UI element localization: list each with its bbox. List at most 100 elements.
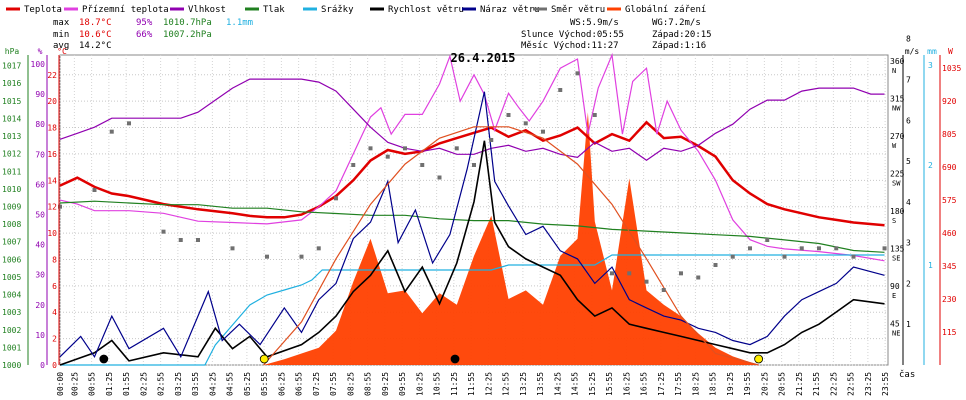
axis-tick-hpa: 1015: [2, 97, 21, 106]
stat-max-hum: 95%: [136, 18, 153, 28]
stat-max-temp: 18.7°C: [79, 18, 112, 28]
radiation-area: [60, 112, 885, 366]
axis-tick-dir-deg: 315: [890, 95, 905, 104]
series-p-zemn-teplota: [59, 52, 885, 262]
wind-direction-point: [334, 196, 338, 201]
legend-label: Tlak: [263, 5, 285, 15]
x-tick-label: 14:25: [553, 372, 562, 396]
wind-direction-point: [92, 188, 97, 192]
axis-tick-temp: 16: [47, 150, 57, 159]
wind-direction-point: [679, 271, 683, 276]
axis-tick-w: 575: [942, 196, 957, 205]
x-tick-label: 08:25: [346, 372, 355, 396]
axis-tick-hpa: 1012: [2, 150, 21, 159]
axis-tick-ms: 6: [906, 116, 911, 125]
wind-direction-point: [127, 121, 131, 126]
wind-ws: WS:5.9m/s: [570, 18, 619, 28]
wind-direction-point: [299, 254, 304, 259]
wind-direction-point: [161, 229, 166, 234]
x-tick-label: 13:25: [519, 372, 528, 396]
x-tick-label: 10:55: [433, 372, 442, 396]
x-tick-label: 05:25: [243, 372, 252, 396]
series-sr-ky: [60, 254, 885, 366]
x-tick-label: 13:55: [536, 372, 545, 396]
axis-tick-temp: 14: [47, 176, 57, 185]
x-tick-label: 23:55: [881, 372, 890, 396]
axis-tick-dir-name: E: [892, 292, 896, 300]
stat-min-label: min: [53, 30, 69, 40]
series-rychlost-v-tru: [59, 140, 885, 366]
x-tick-label: 00:55: [88, 372, 97, 396]
x-tick-label: 19:55: [743, 372, 752, 396]
axis-tick-temp: 20: [47, 97, 57, 106]
axis-tick-w: 345: [942, 262, 957, 271]
axis-unit-hpa: hPa: [5, 47, 20, 56]
x-tick-label: 00:25: [70, 372, 79, 396]
x-tick-label: 16:25: [622, 372, 631, 396]
x-tick-label: 19:25: [726, 372, 735, 396]
axis-tick-pct: 80: [35, 120, 45, 129]
wind-direction-point: [575, 71, 580, 76]
legend-label: Srážky: [321, 5, 354, 15]
axis-tick-ms: 4: [906, 198, 911, 207]
wind-direction-point: [558, 88, 563, 92]
wind-direction-point: [506, 113, 511, 117]
wind-direction-point: [610, 271, 614, 276]
wind-direction-point: [265, 254, 269, 259]
wind-direction-point: [730, 254, 735, 259]
axis-tick-mm: 1: [928, 261, 933, 270]
axis-tick-dir-deg: 360: [890, 57, 905, 66]
wind-direction-point: [420, 163, 425, 167]
legend: Teplota Přízemní teplota Vlhkost Tlak Srážky…: [6, 5, 706, 15]
axis-tick-pct: 30: [35, 271, 45, 280]
axis-tick-pct: 70: [35, 150, 45, 159]
legend-label: Globální záření: [625, 5, 706, 15]
axis-tick-ms: 2: [906, 279, 911, 288]
series-radiation-area: [60, 112, 885, 366]
x-tick-label: 20:25: [760, 372, 769, 396]
axis-tick-ms: 5: [906, 157, 911, 166]
axis-tick-dir-name: NE: [892, 330, 900, 338]
x-tick-label: 08:55: [364, 372, 373, 396]
axis-tick-temp: 2: [52, 335, 57, 344]
x-tick-label: 06:25: [277, 372, 286, 396]
axis-tick-pct: 100: [31, 60, 46, 69]
x-tick-label: 22:55: [847, 372, 856, 396]
stats-panel: max 18.7°C 95% 1010.7hPa 1.1mm min 10.6°…: [53, 18, 712, 65]
x-tick-label: 17:25: [657, 372, 666, 396]
stat-min-press: 1007.2hPa: [163, 30, 212, 40]
axis-tick-w: 690: [942, 163, 957, 172]
x-axis-label: čas: [899, 369, 915, 380]
axis-tick-hpa: 1017: [2, 62, 21, 71]
axis-tick-dir-deg: 45: [890, 320, 900, 329]
series-clear-sky-radiation: [263, 126, 759, 366]
axis-tick-dir-deg: 180: [890, 207, 905, 216]
axis-tick-hpa: 1005: [2, 273, 21, 282]
axis-tick-temp: 4: [52, 308, 57, 317]
wind-direction-point: [713, 263, 718, 267]
axis-tick-w: 920: [942, 97, 957, 106]
axis-tick-pct: 50: [35, 211, 45, 220]
wind-direction-point: [385, 154, 390, 159]
axis-tick-dir-name: SE: [892, 255, 900, 263]
marker-moon-set: [99, 354, 109, 364]
x-tick-label: 09:25: [381, 372, 390, 396]
x-tick-label: 21:25: [795, 372, 804, 396]
x-tick-label: 12:25: [484, 372, 493, 396]
axes: 00:00 00:25 00:55 01:25 01:55 02:25 02:55 03:25…: [2, 35, 961, 396]
axis-tick-ms: 7: [906, 75, 911, 84]
wind-direction-point: [472, 163, 476, 167]
axis-tick-hpa: 1002: [2, 326, 21, 335]
x-tick-label: 09:55: [398, 372, 407, 396]
wind-direction-point: [817, 246, 821, 251]
x-tick-label: 11:55: [467, 372, 476, 396]
wind-direction-point: [799, 246, 804, 251]
axis-tick-hpa: 1011: [2, 167, 21, 176]
moon-rise: Měsíc Východ:11:27: [521, 41, 619, 51]
axis-tick-temp: 0: [52, 361, 57, 370]
x-tick-label: 01:55: [122, 372, 131, 396]
series-n-raz-v-tru: [59, 91, 885, 359]
sun-rise: Slunce Východ:05:55: [521, 30, 624, 40]
wind-direction-point: [109, 129, 114, 134]
